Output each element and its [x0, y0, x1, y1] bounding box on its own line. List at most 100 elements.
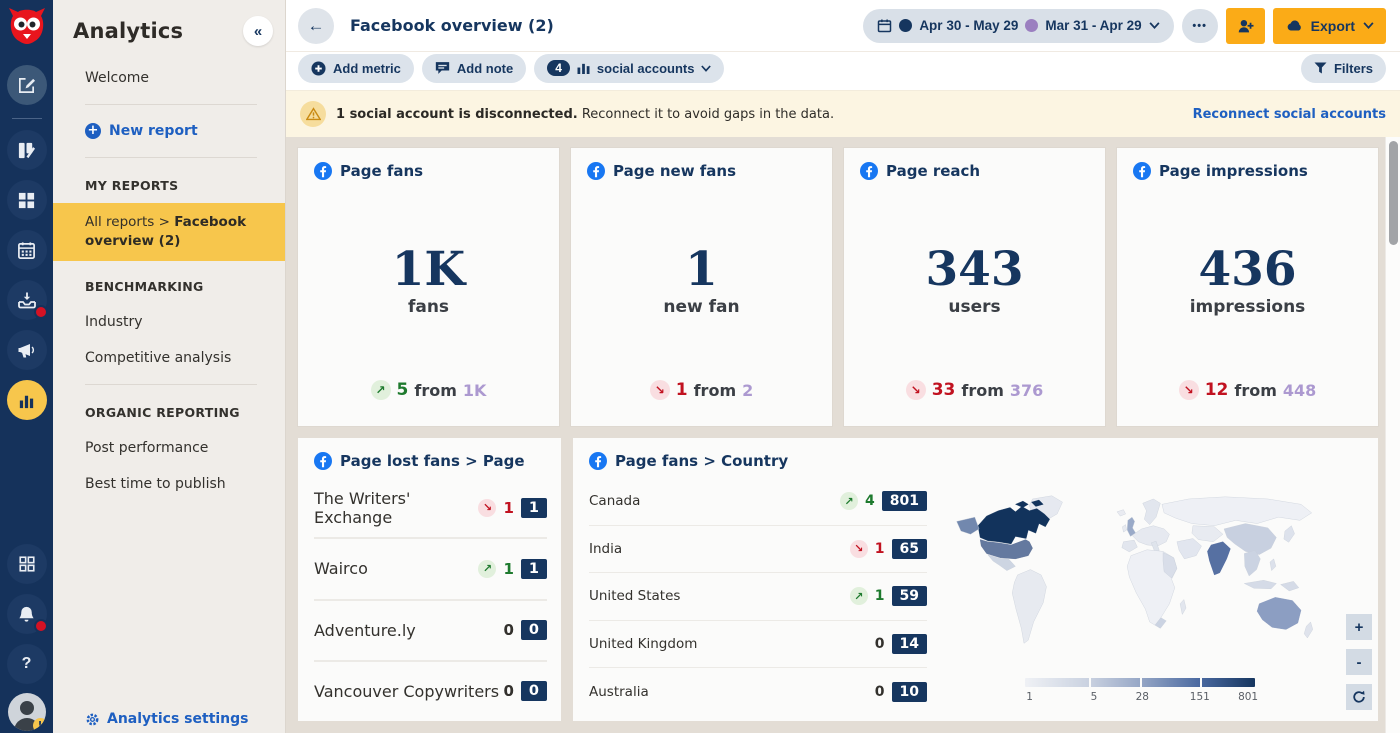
social-accounts-selector[interactable]: 4 social accounts: [534, 53, 725, 83]
vertical-scrollbar: [1385, 137, 1400, 733]
metric-value: 1K: [391, 242, 466, 298]
chevron-down-icon: [1363, 22, 1374, 29]
compose-button[interactable]: [6, 65, 47, 105]
country-name: Australia: [589, 683, 649, 700]
date-range-picker[interactable]: Apr 30 - May 29 Mar 31 - Apr 29: [863, 8, 1174, 43]
notifications-bell-icon[interactable]: [6, 594, 48, 634]
facebook-icon: [1133, 162, 1151, 180]
analytics-nav-icon[interactable]: [6, 380, 47, 420]
back-button[interactable]: ←: [298, 7, 334, 44]
dashboards-nav-icon[interactable]: [6, 180, 47, 220]
benchmarking-heading: BENCHMARKING: [85, 278, 204, 294]
map-zoom-in-button[interactable]: +: [1346, 614, 1372, 640]
page-fans-country-card: Page fans > Country Canada ↗ 4 801: [573, 438, 1378, 721]
delta-value: 5: [396, 380, 409, 400]
hootsuite-owl-logo[interactable]: [7, 6, 47, 48]
metric-card-page-reach: Page reach 343 users ↘ 33 from 376: [844, 148, 1105, 426]
report-toolbar: Add metric Add note 4 social accounts Fi…: [286, 52, 1400, 90]
promote-megaphone-nav-icon[interactable]: [6, 330, 47, 370]
country-name: India: [589, 540, 623, 557]
map-color-legend: 1 5 28 151 801: [1025, 678, 1258, 705]
inbox-nav-icon[interactable]: [6, 280, 48, 320]
trend-up-icon: ↗: [370, 380, 391, 400]
value-badge: 1: [520, 558, 547, 579]
new-report-label: New report: [109, 123, 198, 139]
avatar-alert-badge: !: [32, 718, 46, 731]
table-row: The Writers' Exchange ↘ 1 1: [314, 478, 547, 537]
trend-down-icon: ↘: [905, 380, 926, 400]
page-lost-fans-card: Page lost fans > Page The Writers' Excha…: [298, 438, 561, 721]
table-row: United Kingdom 0 14: [589, 619, 927, 668]
warning-icon: [300, 101, 326, 127]
map-zoom-out-button[interactable]: -: [1346, 649, 1372, 675]
my-reports-heading: MY REPORTS: [85, 178, 179, 193]
planner-calendar-nav-icon[interactable]: [6, 230, 47, 270]
active-report-name: Facebook overview (2): [85, 214, 247, 249]
legend-tick: 5: [1090, 691, 1098, 703]
previous-value: 2: [742, 380, 754, 400]
report-header: ← Facebook overview (2) Apr 30 - May 29 …: [286, 0, 1400, 52]
table-row: Canada ↗ 4 801: [589, 478, 927, 525]
sidebar-item-active-report[interactable]: All reports > Facebook overview (2): [53, 203, 285, 261]
table-row: United States ↗ 1 59: [589, 572, 927, 620]
trend-down-icon: ↘: [649, 380, 670, 400]
delta-value: 0: [503, 682, 514, 701]
refresh-icon: [1352, 690, 1366, 704]
country-name: United States: [589, 588, 681, 605]
sidebar-item-industry[interactable]: Industry: [85, 313, 143, 330]
sidebar-divider: [85, 383, 257, 385]
delta-value: 1: [874, 540, 885, 557]
value-badge: 10: [891, 681, 927, 702]
trend-up-icon: ↗: [840, 492, 859, 511]
page-title: Facebook overview (2): [350, 16, 554, 35]
nav-rail: ? !: [0, 0, 53, 733]
sidebar-item-post-performance[interactable]: Post performance: [85, 439, 209, 456]
more-options-button[interactable]: •••: [1181, 8, 1218, 43]
filter-funnel-icon: [1314, 62, 1327, 74]
chevron-down-icon: [701, 64, 712, 72]
comparison-date-range: Mar 31 - Apr 29: [1045, 18, 1142, 33]
export-button[interactable]: Export: [1272, 7, 1386, 44]
sidebar-item-welcome[interactable]: Welcome: [85, 70, 150, 86]
delta-value: 1: [675, 380, 688, 400]
trend-down-icon: ↘: [849, 539, 868, 558]
sidebar-title: Analytics: [73, 19, 184, 43]
legend-tick: 151: [1189, 691, 1210, 703]
apps-grid-icon[interactable]: [6, 544, 47, 584]
add-metric-button[interactable]: Add metric: [298, 53, 414, 83]
page-name: Adventure.ly: [314, 620, 416, 640]
from-label: from: [961, 380, 1004, 400]
card-title: Page lost fans > Page: [340, 452, 525, 470]
sidebar-item-competitive-analysis[interactable]: Competitive analysis: [85, 349, 232, 366]
help-icon[interactable]: ?: [6, 644, 47, 684]
new-report-button[interactable]: + New report: [53, 113, 285, 149]
organic-reporting-heading: ORGANIC REPORTING: [85, 404, 240, 420]
add-note-button[interactable]: Add note: [421, 53, 527, 83]
user-avatar[interactable]: !: [7, 693, 46, 731]
scrollbar-thumb[interactable]: [1388, 141, 1398, 245]
sidebar-item-best-time-to-publish[interactable]: Best time to publish: [85, 475, 226, 492]
filters-button[interactable]: Filters: [1300, 53, 1386, 83]
value-badge: 0: [520, 620, 547, 641]
table-row: Adventure.ly 0 0: [314, 598, 547, 660]
metric-card-page-new-fans: Page new fans 1 new fan ↘ 1 from 2: [571, 148, 832, 426]
main-panel: ← Facebook overview (2) Apr 30 - May 29 …: [286, 0, 1400, 733]
calendar-icon: [877, 18, 892, 33]
share-report-button[interactable]: [1225, 7, 1265, 44]
add-member-icon: [1237, 18, 1254, 34]
sidebar-collapse-button[interactable]: «: [243, 16, 273, 46]
analytics-settings-link[interactable]: Analytics settings: [53, 701, 285, 733]
metric-card-page-fans: Page fans 1K fans ↗ 5 from 1K: [298, 148, 559, 426]
card-title: Page new fans: [613, 162, 737, 180]
page-name: Vancouver Copywriters: [314, 681, 500, 701]
card-title: Page impressions: [1159, 162, 1308, 180]
value-badge: 65: [891, 538, 927, 559]
reconnect-accounts-link[interactable]: Reconnect social accounts: [1192, 106, 1386, 122]
delta-value: 1: [874, 588, 885, 605]
plus-circle-icon: +: [85, 123, 101, 139]
map-reset-button[interactable]: [1346, 684, 1372, 710]
card-title: Page fans > Country: [615, 452, 789, 470]
filters-label: Filters: [1333, 60, 1373, 76]
streams-nav-icon[interactable]: [6, 130, 47, 170]
